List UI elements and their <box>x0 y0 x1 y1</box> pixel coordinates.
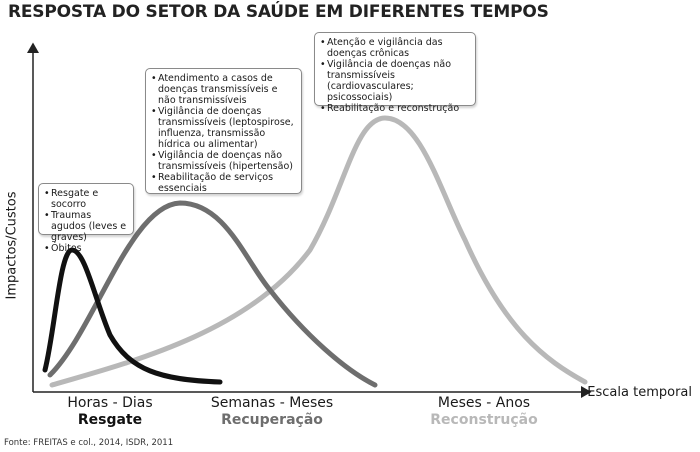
phase-recuperacao: Semanas - Meses Recuperação <box>192 395 352 429</box>
x-axis-label: Escala temporal <box>587 385 692 400</box>
phase-reconstrucao: Meses - Anos Reconstrução <box>404 395 564 429</box>
callout-item: Traumas agudos (leves e graves) <box>44 210 128 243</box>
curve-reconstrucao <box>49 115 588 388</box>
phase-name-label: Recuperação <box>221 412 323 428</box>
callout-item: Vigilância de doenças não transmissíveis… <box>151 150 296 172</box>
source-note: Fonte: FREITAS e col., 2014, ISDR, 2011 <box>4 438 174 448</box>
page-title: RESPOSTA DO SETOR DA SAÚDE EM DIFERENTES… <box>8 2 549 22</box>
phase-name-label: Reconstrução <box>430 412 538 428</box>
callout-reconstrucao: Atenção e vigilância das doenças crônica… <box>314 32 476 114</box>
phase-time-label: Semanas - Meses <box>210 395 334 411</box>
callout-item: Reabilitação e reconstrução <box>320 103 470 114</box>
callout-item: Vigilância de doenças não transmissíveis… <box>320 59 470 103</box>
callout-item: Reabilitação de serviços essenciais <box>151 172 296 194</box>
callout-item: Resgate e socorro <box>44 188 128 210</box>
callout-item: Óbitos <box>44 243 128 254</box>
y-axis-label: Impactos/Custos <box>4 191 20 300</box>
callout-resgate: Resgate e socorro Traumas agudos (leves … <box>38 183 134 254</box>
callout-recuperacao: Atendimento a casos de doenças transmiss… <box>145 68 302 194</box>
phase-time-label: Horas - Dias <box>67 395 153 411</box>
phase-name-label: Resgate <box>77 412 143 428</box>
callout-item: Atendimento a casos de doenças transmiss… <box>151 73 296 106</box>
curve-resgate <box>42 247 223 385</box>
callout-item: Vigilância de doenças transmissíveis (le… <box>151 106 296 150</box>
phase-time-label: Meses - Anos <box>437 395 531 411</box>
curve-recuperacao <box>47 200 378 388</box>
callout-item: Atenção e vigilância das doenças crônica… <box>320 37 470 59</box>
phase-resgate: Horas - Dias Resgate <box>30 395 190 429</box>
